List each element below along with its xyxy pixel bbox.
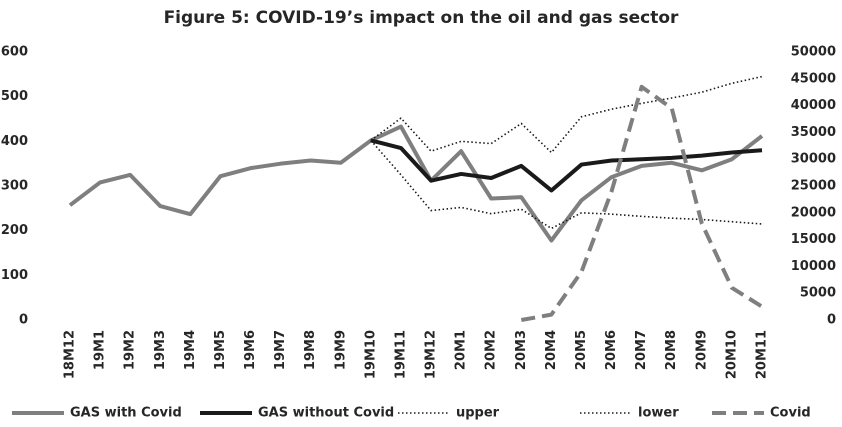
x-tick-label: 19M5: [213, 330, 228, 370]
x-tick-label: 20M1: [454, 330, 469, 370]
x-tick-label: 20M3: [514, 330, 529, 370]
y-tick-label: 200: [1, 223, 28, 238]
legend-label: upper: [456, 406, 500, 421]
x-tick-label: 19M2: [123, 330, 138, 370]
y2-tick-label: 25000: [791, 179, 836, 194]
y2-tick-label: 45000: [791, 71, 836, 86]
x-tick-label: 19M10: [363, 330, 378, 379]
x-tick-label: 20M5: [574, 330, 589, 370]
y2-tick-label: 0: [827, 313, 836, 328]
y-tick-label: 600: [1, 45, 28, 60]
y2-tick-label: 20000: [791, 205, 836, 220]
x-tick-label: 20M11: [755, 330, 770, 379]
x-tick-label: 20M7: [634, 330, 649, 370]
y-tick-label: 500: [1, 89, 28, 104]
y-tick-label: 400: [1, 134, 28, 149]
y-tick-label: 300: [1, 179, 28, 194]
legend-label: GAS without Covid: [258, 406, 394, 421]
series-line: [370, 138, 763, 193]
legend-label: lower: [638, 406, 679, 421]
y2-tick-label: 50000: [791, 45, 836, 60]
y-tick-label: 0: [19, 313, 28, 328]
legend-label: GAS with Covid: [70, 406, 182, 421]
x-tick-label: 19M8: [303, 330, 318, 370]
x-tick-label: 19M4: [183, 330, 198, 370]
y2-tick-label: 40000: [791, 98, 836, 113]
x-tick-label: 19M9: [333, 330, 348, 370]
y2-tick-label: 5000: [800, 286, 836, 301]
x-tick-label: 20M8: [664, 330, 679, 370]
x-tick-label: 19M12: [424, 330, 439, 379]
x-tick-label: 18M12: [63, 330, 78, 379]
x-tick-label: 19M7: [273, 330, 288, 370]
x-tick-label: 20M6: [604, 330, 619, 370]
legend-label: Covid: [770, 406, 811, 421]
y2-tick-label: 15000: [791, 232, 836, 247]
series-line: [68, 124, 764, 243]
x-tick-label: 20M10: [724, 330, 739, 379]
series-line: [370, 139, 763, 230]
x-tick-label: 19M11: [393, 330, 408, 379]
y-tick-label: 100: [1, 268, 28, 283]
y2-tick-label: 35000: [791, 125, 836, 140]
series-line: [520, 84, 764, 322]
x-tick-label: 20M9: [694, 330, 709, 370]
x-tick-label: 19M6: [243, 330, 258, 370]
y2-tick-label: 10000: [791, 259, 836, 274]
series-line: [370, 75, 763, 154]
x-tick-label: 19M1: [93, 330, 108, 370]
chart-title: Figure 5: COVID-19’s impact on the oil a…: [164, 8, 679, 28]
x-tick-label: 20M4: [544, 330, 559, 370]
x-tick-label: 20M2: [484, 330, 499, 370]
y2-tick-label: 30000: [791, 152, 836, 167]
x-tick-label: 19M3: [153, 330, 168, 370]
